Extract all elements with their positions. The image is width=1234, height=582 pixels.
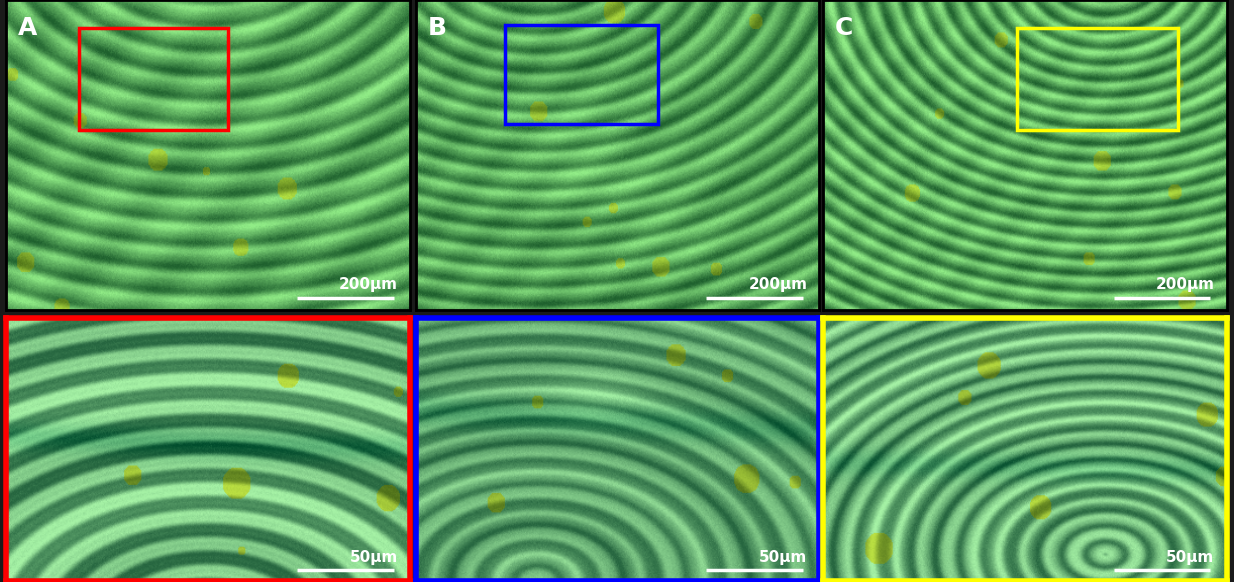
Text: 200μm: 200μm xyxy=(338,277,397,292)
Text: 50μm: 50μm xyxy=(1166,550,1214,565)
Text: C: C xyxy=(835,16,854,40)
Bar xyxy=(505,25,658,124)
Text: A: A xyxy=(19,16,38,40)
Bar xyxy=(79,28,228,130)
Text: 200μm: 200μm xyxy=(1155,277,1214,292)
Text: 50μm: 50μm xyxy=(349,550,397,565)
Text: 200μm: 200μm xyxy=(748,277,807,292)
Text: B: B xyxy=(428,16,447,40)
Text: 50μm: 50μm xyxy=(759,550,807,565)
Bar xyxy=(1017,28,1178,130)
